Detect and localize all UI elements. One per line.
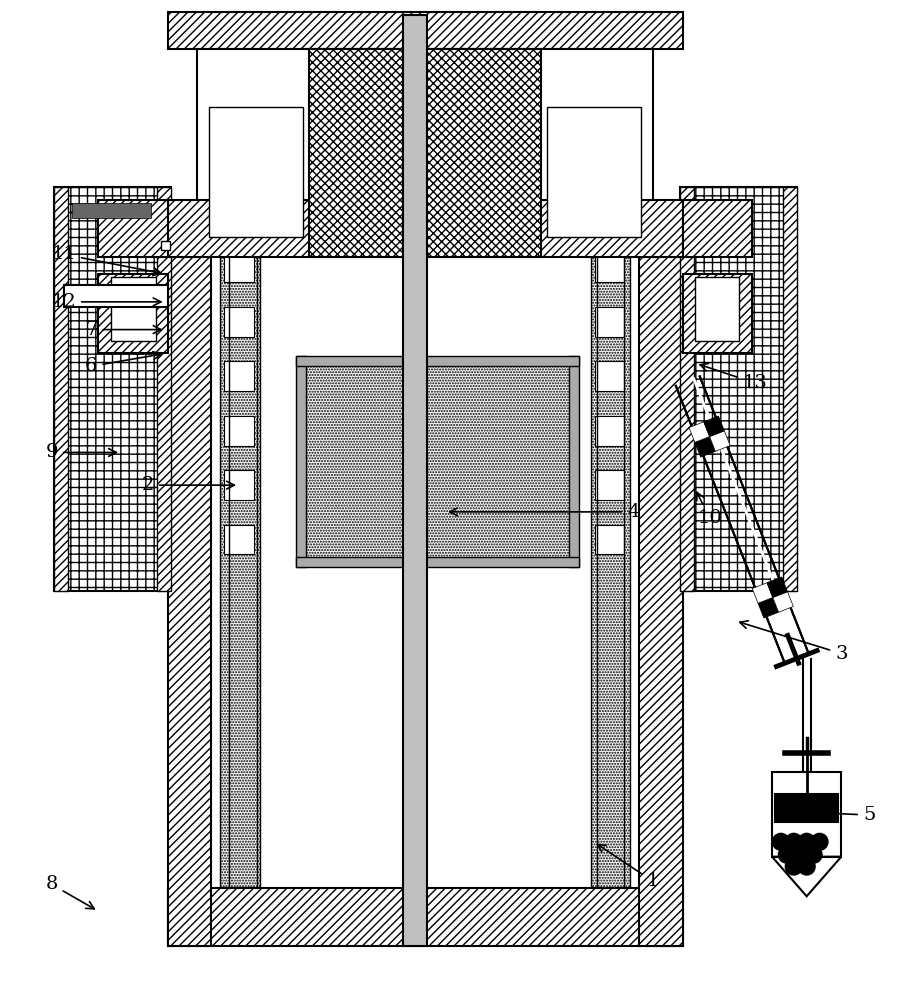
Text: 1: 1 <box>598 844 660 890</box>
Bar <box>310 49 541 257</box>
Polygon shape <box>695 437 716 457</box>
Bar <box>590 257 630 888</box>
Bar <box>167 888 683 946</box>
Text: 6: 6 <box>86 352 161 375</box>
Text: 9: 9 <box>46 443 116 461</box>
Bar <box>569 356 579 567</box>
Bar <box>595 525 625 554</box>
Text: 12: 12 <box>51 293 161 311</box>
Bar <box>167 257 212 946</box>
Circle shape <box>798 858 815 875</box>
Bar <box>167 200 683 257</box>
Bar <box>680 187 796 591</box>
Bar <box>306 366 569 557</box>
Bar <box>595 470 625 500</box>
Circle shape <box>806 846 822 863</box>
Text: 10: 10 <box>697 492 722 527</box>
Bar <box>772 772 842 857</box>
Bar <box>98 200 167 257</box>
Polygon shape <box>773 592 793 612</box>
Circle shape <box>786 833 802 850</box>
Bar <box>197 49 653 200</box>
Text: 13: 13 <box>700 364 768 392</box>
Bar <box>54 187 68 591</box>
Bar <box>112 277 156 341</box>
Text: 4: 4 <box>450 503 640 521</box>
Text: 3: 3 <box>740 621 848 663</box>
Text: 7: 7 <box>86 321 161 339</box>
Polygon shape <box>689 422 709 442</box>
Circle shape <box>791 846 808 863</box>
Bar <box>98 274 167 353</box>
Bar <box>220 257 260 888</box>
Bar <box>224 470 254 500</box>
Bar <box>683 200 752 257</box>
Bar <box>296 356 306 567</box>
Bar <box>209 107 303 237</box>
Bar <box>224 307 254 337</box>
Bar <box>595 252 625 282</box>
Polygon shape <box>758 597 778 618</box>
Circle shape <box>778 846 796 863</box>
Bar <box>64 285 167 307</box>
Bar <box>595 307 625 337</box>
Bar <box>595 416 625 446</box>
Text: 5: 5 <box>809 806 876 824</box>
Circle shape <box>798 833 815 850</box>
Bar <box>212 257 639 888</box>
Bar <box>224 525 254 554</box>
Bar <box>71 203 151 218</box>
Bar <box>683 274 752 353</box>
Circle shape <box>786 858 802 875</box>
Circle shape <box>772 833 789 850</box>
Bar <box>403 15 427 946</box>
Circle shape <box>811 833 828 850</box>
Bar <box>224 416 254 446</box>
Bar <box>157 187 171 591</box>
Bar <box>296 356 579 366</box>
Bar <box>783 187 796 591</box>
Bar <box>547 107 641 237</box>
Polygon shape <box>709 431 730 451</box>
Bar <box>775 794 839 822</box>
Text: 2: 2 <box>141 476 234 494</box>
Polygon shape <box>752 583 773 603</box>
Text: 8: 8 <box>46 875 94 909</box>
Bar <box>167 12 683 49</box>
Text: 11: 11 <box>51 245 161 276</box>
Bar <box>296 557 579 567</box>
Bar <box>161 241 169 250</box>
Polygon shape <box>767 577 788 597</box>
Bar <box>224 361 254 391</box>
Bar <box>639 257 683 946</box>
Bar <box>224 252 254 282</box>
Bar <box>54 187 171 591</box>
Bar <box>595 361 625 391</box>
Polygon shape <box>704 416 725 437</box>
Bar <box>680 187 694 591</box>
Bar <box>695 277 739 341</box>
